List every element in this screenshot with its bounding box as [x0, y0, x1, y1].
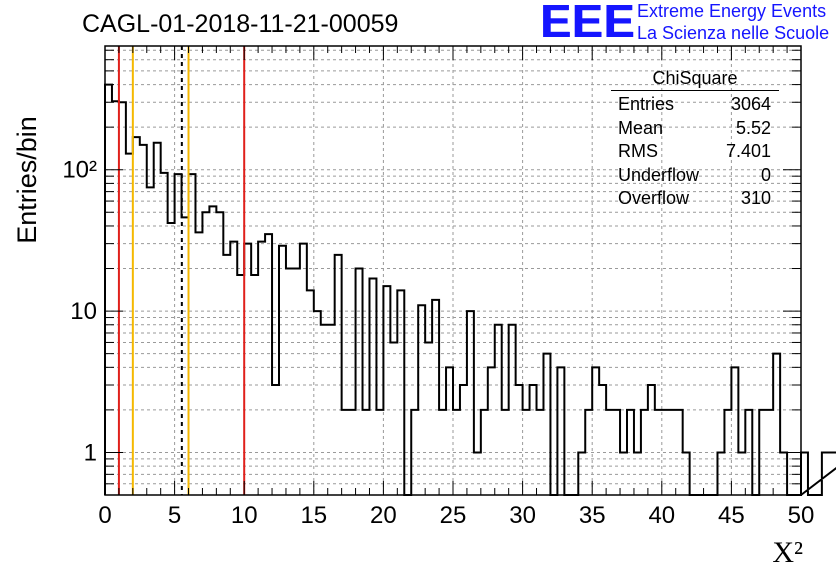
- cut-lines: [117, 46, 246, 495]
- histogram-bin: [731, 367, 738, 495]
- histogram-bin: [300, 244, 307, 495]
- histogram-bin: [147, 187, 154, 495]
- histogram-bin: [356, 269, 363, 495]
- histogram-bin: [516, 385, 523, 495]
- stats-row-rms: RMS 7.401: [611, 140, 779, 164]
- eee-logo-mark: EEE: [540, 0, 636, 47]
- histogram-bin: [175, 174, 182, 495]
- histogram-bin: [195, 232, 202, 495]
- histogram-bin: [105, 85, 112, 495]
- histogram-bin: [133, 137, 140, 495]
- histogram-bin: [467, 311, 474, 495]
- histogram-bin: [279, 246, 286, 495]
- logo-tagline-2: La Scienza nelle Scuole: [637, 23, 830, 43]
- histogram-bin: [397, 290, 404, 495]
- histogram-bin: [112, 101, 119, 495]
- x-tick-label: 20: [370, 502, 397, 529]
- x-tick-label: 45: [718, 502, 745, 529]
- stats-box-rule: [611, 90, 779, 91]
- histogram-bin: [460, 385, 467, 495]
- histogram-bin: [314, 311, 321, 495]
- histogram-bin: [307, 290, 314, 495]
- histogram-bin: [543, 354, 550, 495]
- histogram-bin: [168, 223, 175, 495]
- histogram-bins: [104, 83, 836, 496]
- histogram-bin: [258, 242, 265, 495]
- tick-labels: 0 5 10 15 20 25 30 35 40 45 50 1 10 10²: [62, 157, 814, 529]
- stats-label: RMS: [618, 141, 658, 161]
- histogram-bin: [272, 385, 279, 495]
- histogram-bin: [161, 173, 168, 495]
- histogram-bin: [773, 354, 780, 495]
- histogram-bin: [390, 342, 397, 495]
- histogram-bin: [293, 269, 300, 495]
- stats-row-underflow: Underflow 0: [611, 164, 779, 188]
- histogram-bin: [801, 452, 808, 495]
- histogram-bin: [230, 242, 237, 495]
- histogram-bin: [446, 367, 453, 495]
- histogram-bin: [182, 217, 189, 495]
- histogram-bin: [189, 174, 196, 495]
- stats-value: 7.401: [725, 141, 771, 161]
- stats-row-entries: Entries 3064: [611, 93, 779, 117]
- eee-logo: EEE Extreme Energy Events La Scienza nel…: [540, 0, 830, 46]
- y-tick-label: 10: [70, 298, 97, 325]
- histogram-bin: [488, 367, 495, 495]
- stats-box: ChiSquare Entries 3064 Mean 5.52 RMS 7.4…: [611, 67, 779, 211]
- x-tick-label: 30: [509, 502, 536, 529]
- histogram-bin: [592, 367, 599, 495]
- histogram-bin: [530, 385, 537, 495]
- histogram-bin: [265, 234, 272, 495]
- stats-label: Overflow: [618, 188, 690, 208]
- stats-label: Entries: [618, 94, 675, 114]
- y-tick-label: 1: [84, 439, 97, 466]
- x-tick-label: 50: [788, 502, 815, 529]
- x-tick-label: 40: [648, 502, 675, 529]
- x-tick-label: 5: [168, 502, 181, 529]
- histogram-bin: [557, 367, 564, 495]
- stats-value: 310: [740, 188, 771, 208]
- stats-value: 5.52: [735, 117, 771, 138]
- histogram-bin: [119, 102, 126, 495]
- stats-box-title: ChiSquare: [652, 68, 738, 88]
- stats-label: Mean: [618, 117, 664, 138]
- stats-value: 0: [760, 164, 771, 185]
- histogram-bin: [244, 244, 251, 495]
- x-axis-label: X²: [772, 536, 803, 569]
- y-tick-label: 10²: [62, 157, 97, 184]
- histogram-bin: [209, 206, 216, 495]
- y-axis-label: Entries/bin: [12, 116, 42, 244]
- histogram-bin: [425, 342, 432, 495]
- histogram-bin: [140, 145, 147, 495]
- histogram-bin: [154, 143, 161, 495]
- stats-row-overflow: Overflow 310: [611, 187, 779, 211]
- x-tick-label: 25: [440, 502, 467, 529]
- stats-label: Underflow: [618, 164, 700, 185]
- x-tick-label: 10: [231, 502, 258, 529]
- x-tick-label: 15: [300, 502, 327, 529]
- stats-row-mean: Mean 5.52: [611, 117, 779, 141]
- histogram-line: [104, 83, 836, 496]
- histogram-bin: [599, 385, 606, 495]
- histogram-bin: [648, 385, 655, 495]
- histogram-bin: [286, 269, 293, 495]
- logo-tagline-1: Extreme Energy Events: [637, 1, 827, 21]
- x-tick-label: 0: [98, 502, 111, 529]
- x-tick-label: 35: [579, 502, 606, 529]
- chart-title: CAGL-01-2018-11-21-00059: [82, 10, 399, 38]
- stats-value: 3064: [730, 94, 771, 114]
- axis-ticks: [104, 46, 802, 496]
